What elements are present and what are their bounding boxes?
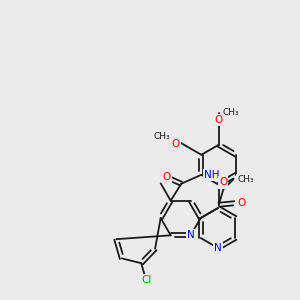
- Text: O: O: [172, 139, 180, 149]
- Text: O: O: [219, 178, 227, 188]
- Text: N: N: [187, 230, 195, 240]
- Text: O: O: [238, 198, 246, 208]
- Text: NH: NH: [204, 170, 220, 180]
- Text: O: O: [163, 172, 171, 182]
- Text: N: N: [214, 243, 222, 253]
- Text: O: O: [214, 115, 223, 125]
- Text: CH₃: CH₃: [237, 175, 254, 184]
- Text: Cl: Cl: [141, 275, 152, 286]
- Text: CH₃: CH₃: [223, 108, 239, 117]
- Text: CH₃: CH₃: [153, 132, 170, 141]
